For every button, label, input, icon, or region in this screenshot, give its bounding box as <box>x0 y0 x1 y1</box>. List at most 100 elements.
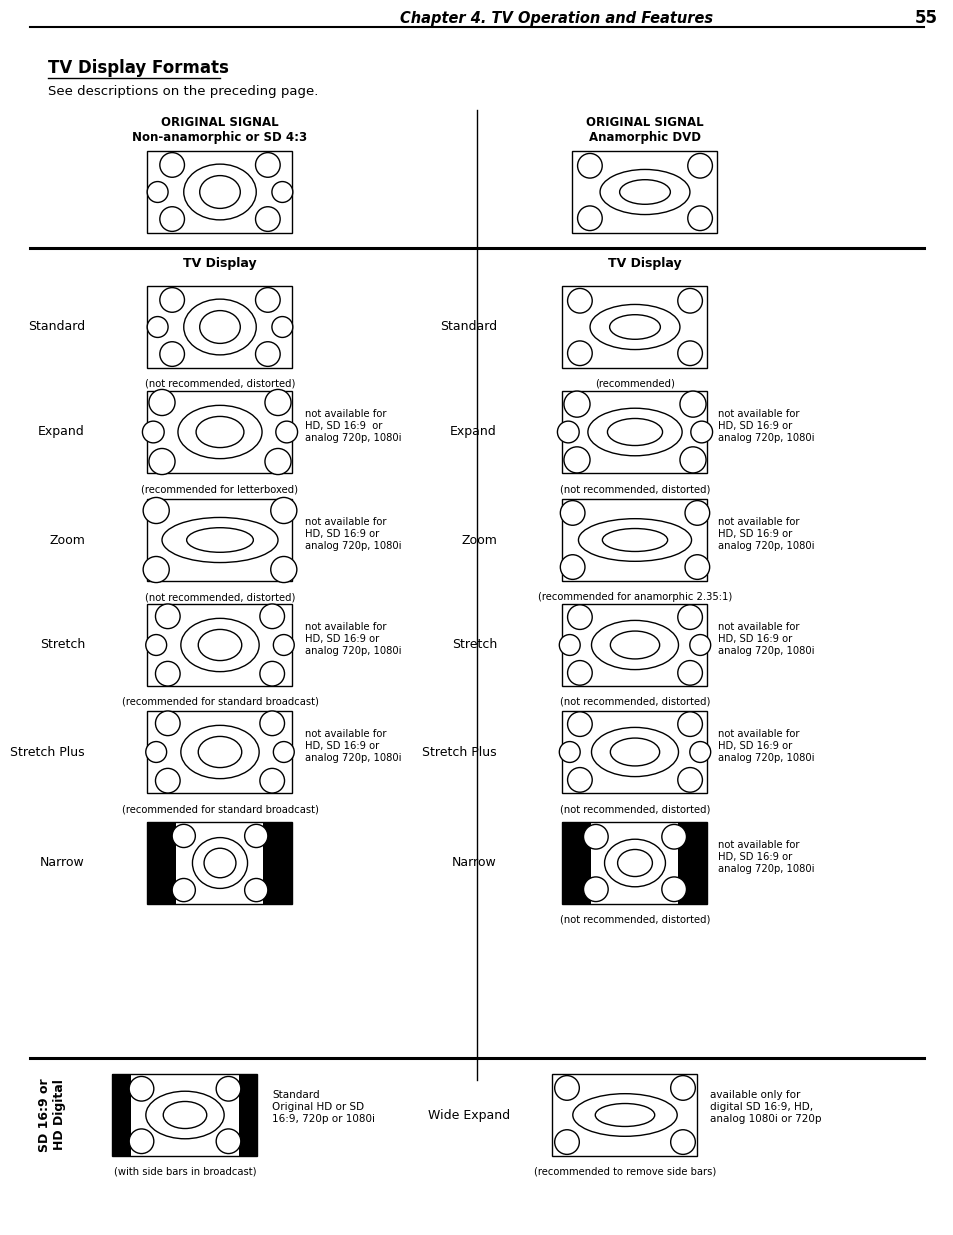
Ellipse shape <box>162 517 277 563</box>
Text: (recommended for anamorphic 2.35:1): (recommended for anamorphic 2.35:1) <box>537 592 731 601</box>
Circle shape <box>661 877 686 902</box>
Text: (recommended for standard broadcast): (recommended for standard broadcast) <box>121 804 318 814</box>
Circle shape <box>554 1130 578 1155</box>
Ellipse shape <box>617 850 652 877</box>
Circle shape <box>558 741 579 762</box>
Circle shape <box>563 447 590 473</box>
Circle shape <box>567 661 592 685</box>
Ellipse shape <box>163 1102 207 1129</box>
Circle shape <box>155 604 180 629</box>
Text: TV Display: TV Display <box>183 257 256 269</box>
Bar <box>112 1074 132 1156</box>
Bar <box>148 151 293 233</box>
Ellipse shape <box>146 1092 224 1139</box>
Text: See descriptions on the preceding page.: See descriptions on the preceding page. <box>48 85 318 99</box>
Ellipse shape <box>591 727 678 777</box>
Circle shape <box>583 825 608 850</box>
Ellipse shape <box>590 305 679 350</box>
Ellipse shape <box>198 736 241 768</box>
Circle shape <box>272 182 293 203</box>
Text: (not recommended, distorted): (not recommended, distorted) <box>145 592 294 601</box>
Circle shape <box>146 741 167 762</box>
Circle shape <box>160 288 184 312</box>
Circle shape <box>567 289 592 314</box>
Ellipse shape <box>578 519 691 562</box>
Bar <box>148 499 293 580</box>
Text: (recommended): (recommended) <box>595 379 674 389</box>
Circle shape <box>670 1130 695 1155</box>
Circle shape <box>259 711 284 736</box>
Circle shape <box>172 824 195 847</box>
Circle shape <box>684 555 709 579</box>
Text: not available for
HD, SD 16:9 or
analog 720p, 1080i: not available for HD, SD 16:9 or analog … <box>305 517 401 551</box>
Circle shape <box>216 1129 240 1153</box>
Bar <box>562 287 707 368</box>
Circle shape <box>155 711 180 736</box>
Circle shape <box>272 316 293 337</box>
Ellipse shape <box>199 310 240 343</box>
Text: Narrow: Narrow <box>452 857 497 869</box>
Ellipse shape <box>184 164 256 220</box>
Ellipse shape <box>595 1104 654 1126</box>
Circle shape <box>160 342 184 367</box>
Circle shape <box>677 711 701 736</box>
Ellipse shape <box>609 315 659 340</box>
Text: Stretch: Stretch <box>40 638 85 652</box>
Bar <box>562 711 707 793</box>
Ellipse shape <box>587 409 681 456</box>
Circle shape <box>147 182 168 203</box>
Ellipse shape <box>178 405 262 458</box>
Bar <box>678 823 707 904</box>
Bar <box>238 1074 257 1156</box>
Circle shape <box>684 500 709 525</box>
Text: (not recommended, distorted): (not recommended, distorted) <box>145 379 294 389</box>
Text: not available for
HD, SD 16:9 or
analog 720p, 1080i: not available for HD, SD 16:9 or analog … <box>718 409 814 442</box>
Circle shape <box>255 342 280 367</box>
Circle shape <box>255 153 280 178</box>
Bar <box>148 287 293 368</box>
Bar <box>148 391 293 473</box>
Circle shape <box>677 605 701 630</box>
Circle shape <box>677 661 701 685</box>
Circle shape <box>265 389 291 415</box>
Ellipse shape <box>184 299 256 354</box>
Ellipse shape <box>181 725 259 778</box>
Text: Stretch: Stretch <box>452 638 497 652</box>
Text: available only for
digital SD 16:9, HD,
analog 1080i or 720p: available only for digital SD 16:9, HD, … <box>709 1091 821 1124</box>
Circle shape <box>255 288 280 312</box>
Ellipse shape <box>610 631 659 659</box>
Bar <box>112 1074 257 1156</box>
Circle shape <box>143 498 169 524</box>
Circle shape <box>567 711 592 736</box>
Circle shape <box>147 316 168 337</box>
Circle shape <box>216 1077 240 1102</box>
Circle shape <box>670 1076 695 1100</box>
Circle shape <box>149 389 174 415</box>
Text: SD 16:9 or
HD Digital: SD 16:9 or HD Digital <box>38 1078 66 1152</box>
Circle shape <box>129 1077 153 1102</box>
Circle shape <box>244 878 268 902</box>
Circle shape <box>244 824 268 847</box>
Circle shape <box>567 605 592 630</box>
Circle shape <box>687 206 712 231</box>
Circle shape <box>259 768 284 793</box>
Circle shape <box>690 421 712 443</box>
Text: not available for
HD, SD 16:9 or
analog 720p, 1080i: not available for HD, SD 16:9 or analog … <box>718 840 814 873</box>
Circle shape <box>689 741 710 762</box>
Circle shape <box>274 741 294 762</box>
Text: Zoom: Zoom <box>49 534 85 547</box>
Circle shape <box>677 341 701 366</box>
Text: TV Display Formats: TV Display Formats <box>48 59 229 77</box>
Text: not available for
HD, SD 16:9  or
analog 720p, 1080i: not available for HD, SD 16:9 or analog … <box>305 409 401 442</box>
Ellipse shape <box>193 837 247 888</box>
Circle shape <box>661 825 686 850</box>
Circle shape <box>567 768 592 792</box>
Ellipse shape <box>196 416 244 447</box>
Bar <box>148 604 293 685</box>
Circle shape <box>143 557 169 583</box>
Circle shape <box>259 662 284 685</box>
Text: (recommended for letterboxed): (recommended for letterboxed) <box>141 484 298 494</box>
Circle shape <box>160 153 184 178</box>
Circle shape <box>265 448 291 474</box>
Bar <box>562 823 591 904</box>
